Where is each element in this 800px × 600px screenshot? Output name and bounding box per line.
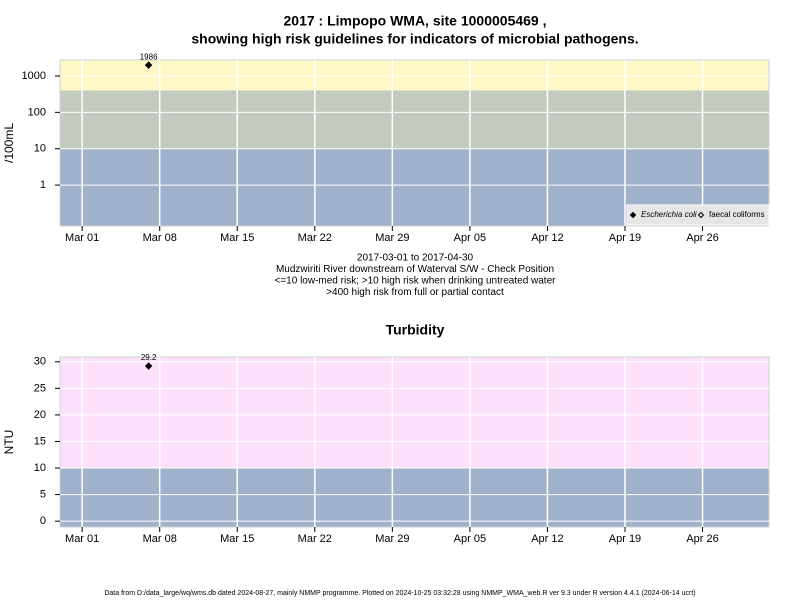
- data-label: 1986: [140, 52, 158, 61]
- y-tick-label: 10: [34, 462, 46, 474]
- x-tick-label: Mar 29: [375, 533, 409, 545]
- x-tick-label: Mar 08: [143, 533, 177, 545]
- x-tick-label: Mar 29: [375, 232, 409, 244]
- x-tick-label: Apr 12: [531, 232, 563, 244]
- x-tick-label: Apr 12: [531, 533, 563, 545]
- y-tick-label: 20: [34, 409, 46, 421]
- x-tick-label: Mar 08: [143, 232, 177, 244]
- footer: Data from D:/data_large/wq/wms.db dated …: [104, 590, 695, 597]
- x-tick-label: Apr 26: [686, 533, 718, 545]
- risk-band: [60, 60, 769, 91]
- data-point: [144, 61, 153, 69]
- risk-band: [60, 357, 769, 469]
- y-axis-label: NTU: [2, 430, 16, 455]
- note: <=10 low-med risk; >10 high risk when dr…: [275, 276, 557, 287]
- x-tick-label: Apr 05: [454, 533, 486, 545]
- x-tick-label: Mar 01: [65, 533, 99, 545]
- plot-border: [59, 356, 770, 528]
- legend-marker: [629, 211, 637, 219]
- note: Mudzwiriti River downstream of Waterval …: [276, 264, 554, 275]
- x-tick-label: Mar 15: [220, 232, 254, 244]
- y-tick-label: 0: [40, 515, 46, 527]
- plot-border: [59, 59, 770, 227]
- y-axis-label: /100mL: [2, 123, 16, 163]
- y-tick-label: 1000: [22, 70, 46, 82]
- legend-label: faecal coliforms: [709, 210, 765, 219]
- note: 2017-03-01 to 2017-04-30: [357, 253, 474, 264]
- x-tick-label: Mar 22: [298, 533, 332, 545]
- risk-band: [60, 90, 769, 149]
- y-tick-label: 30: [34, 356, 46, 368]
- data-point: [144, 362, 153, 370]
- x-tick-label: Apr 26: [686, 232, 718, 244]
- legend-label: Escherichia coli: [641, 210, 697, 219]
- risk-band: [60, 468, 769, 527]
- legend-marker: [697, 211, 705, 219]
- data-label: 29.2: [141, 353, 157, 362]
- x-tick-label: Apr 19: [609, 232, 641, 244]
- y-tick-label: 15: [34, 435, 46, 447]
- y-tick-label: 1: [40, 179, 46, 191]
- x-tick-label: Apr 19: [609, 533, 641, 545]
- y-tick-label: 5: [40, 489, 46, 501]
- x-tick-label: Mar 01: [65, 232, 99, 244]
- chart-title: Turbidity: [386, 322, 445, 338]
- x-tick-label: Apr 05: [454, 232, 486, 244]
- x-tick-label: Mar 22: [298, 232, 332, 244]
- note: >400 high risk from full or partial cont…: [326, 287, 504, 298]
- chart-title: showing high risk guidelines for indicat…: [191, 31, 638, 47]
- y-tick-label: 100: [28, 106, 46, 118]
- chart-title: 2017 : Limpopo WMA, site 1000005469 ,: [284, 13, 547, 29]
- x-tick-label: Mar 15: [220, 533, 254, 545]
- y-tick-label: 25: [34, 382, 46, 394]
- y-tick-label: 10: [34, 143, 46, 155]
